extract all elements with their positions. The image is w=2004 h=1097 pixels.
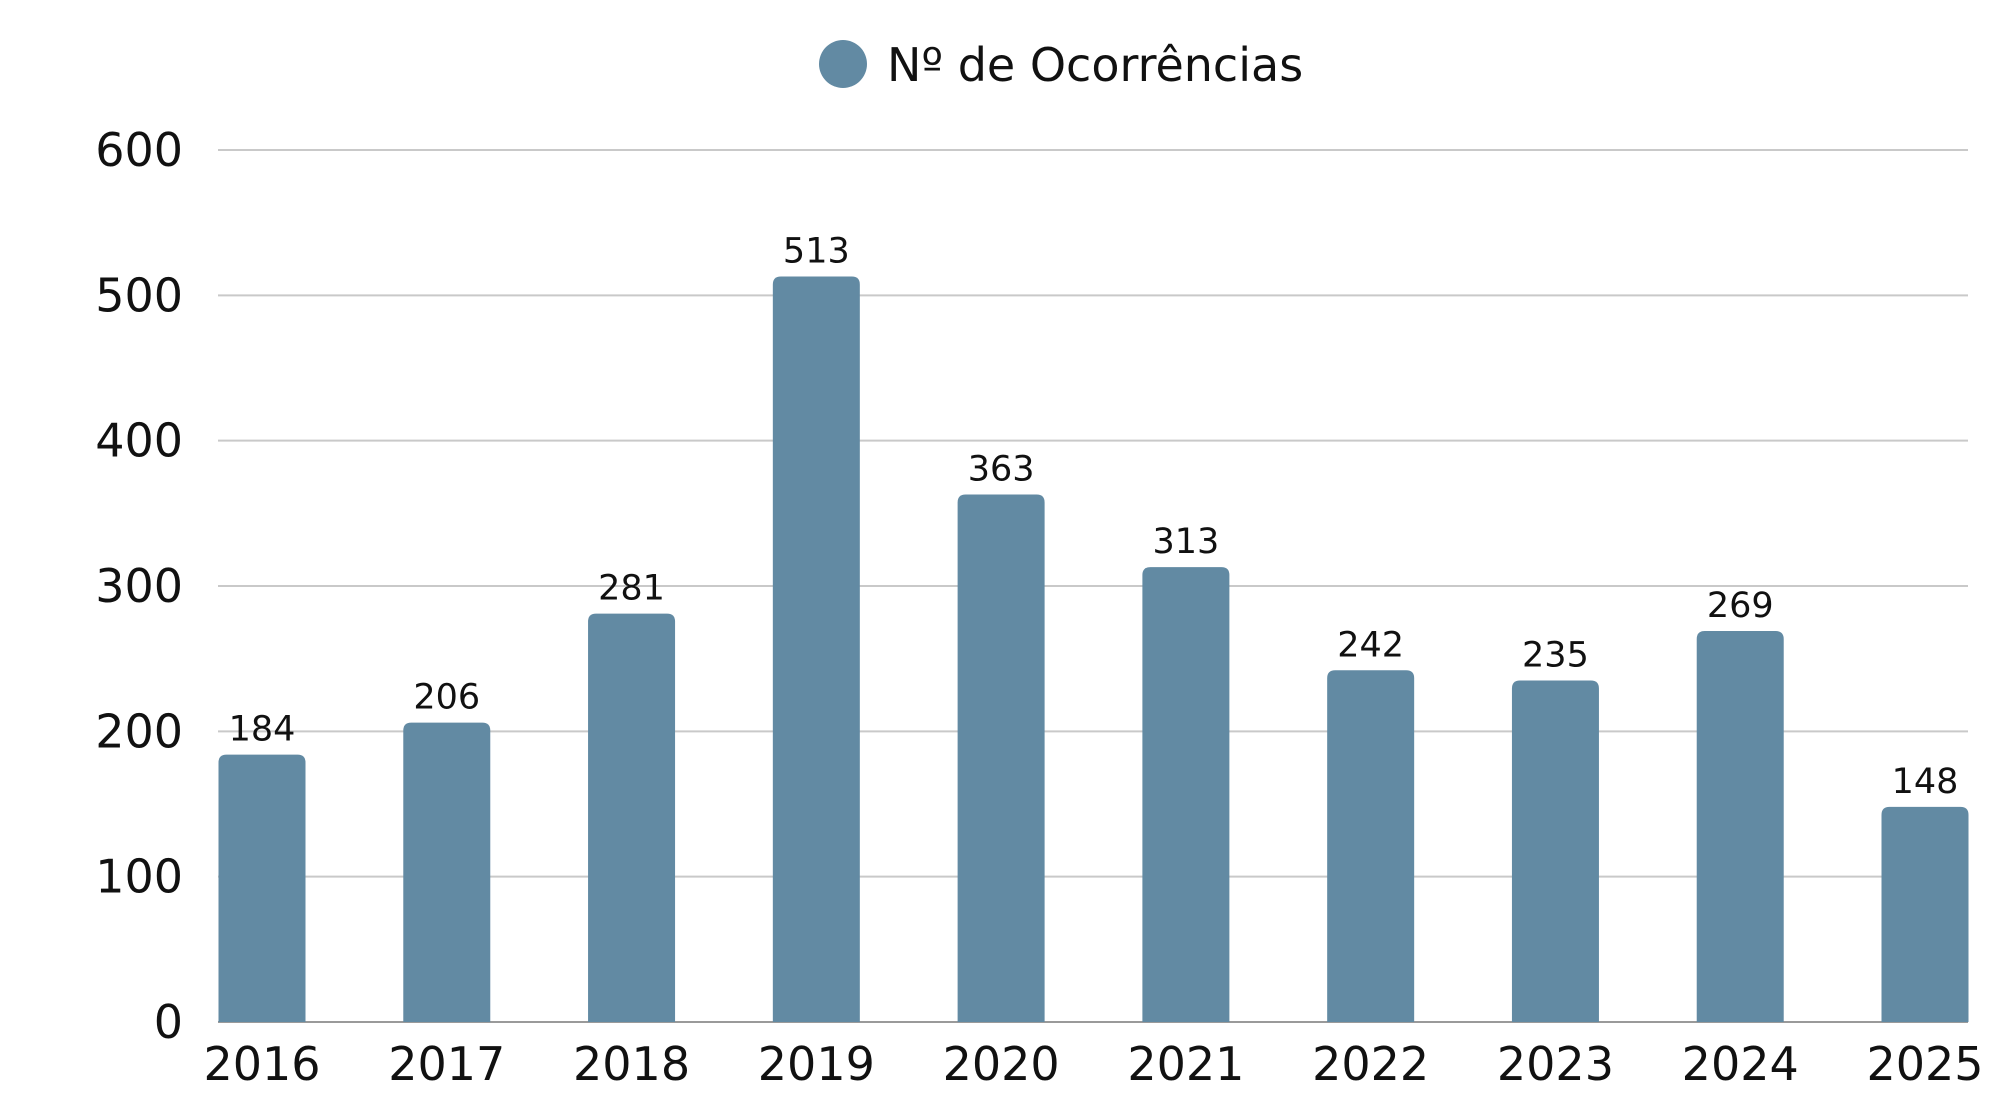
- x-axis: 2016 2017 2018 2019 2020 2021 2022 2023 2024 2025: [203, 1037, 1983, 1091]
- bar-2025: [1881, 806, 1969, 1022]
- data-label-2023: 235: [1522, 635, 1589, 675]
- bar-2024: [1696, 631, 1784, 1022]
- bars: [218, 276, 1969, 1022]
- bar-2022: [1327, 670, 1415, 1022]
- legend: Nº de Ocorrências: [819, 38, 1303, 92]
- data-label-2017: 206: [413, 678, 480, 718]
- data-label-2024: 269: [1707, 586, 1774, 626]
- bar-2017: [403, 722, 491, 1022]
- data-label-2016: 184: [229, 710, 296, 750]
- gridlines: [218, 149, 1968, 1023]
- bar-2016: [218, 754, 306, 1022]
- bar-2020: [957, 494, 1045, 1022]
- data-label-2020: 363: [968, 449, 1035, 489]
- x-tick-label-2021: 2021: [1127, 1037, 1244, 1091]
- y-tick-label-500: 500: [95, 268, 183, 322]
- y-tick-label-300: 300: [95, 559, 183, 613]
- x-tick-label-2020: 2020: [943, 1037, 1060, 1091]
- x-tick-label-2018: 2018: [573, 1037, 690, 1091]
- bar-2018: [588, 613, 676, 1022]
- y-tick-label-600: 600: [95, 123, 183, 177]
- x-tick-label-2019: 2019: [758, 1037, 875, 1091]
- bar-2021: [1142, 567, 1230, 1022]
- y-axis: 0 100 200 300 400 500 600: [95, 123, 183, 1049]
- bar-2019: [772, 276, 860, 1022]
- data-label-2019: 513: [783, 231, 850, 271]
- y-tick-label-200: 200: [95, 704, 183, 758]
- data-label-2022: 242: [1337, 625, 1404, 665]
- y-tick-label-0: 0: [154, 995, 183, 1049]
- data-label-2025: 148: [1892, 762, 1959, 802]
- x-tick-label-2016: 2016: [203, 1037, 320, 1091]
- x-tick-label-2017: 2017: [388, 1037, 505, 1091]
- bar-2023: [1511, 680, 1599, 1022]
- legend-label: Nº de Ocorrências: [887, 38, 1303, 92]
- data-label-2018: 281: [598, 569, 665, 609]
- x-tick-label-2022: 2022: [1312, 1037, 1429, 1091]
- x-tick-label-2025: 2025: [1866, 1037, 1983, 1091]
- x-tick-label-2024: 2024: [1682, 1037, 1799, 1091]
- data-label-2021: 313: [1152, 522, 1219, 562]
- x-tick-label-2023: 2023: [1497, 1037, 1614, 1091]
- legend-swatch-icon: [819, 40, 867, 88]
- y-tick-label-400: 400: [95, 414, 183, 468]
- data-labels: 184 206 281 513 363 313 242 235 269 148: [229, 231, 1959, 801]
- y-tick-label-100: 100: [95, 850, 183, 904]
